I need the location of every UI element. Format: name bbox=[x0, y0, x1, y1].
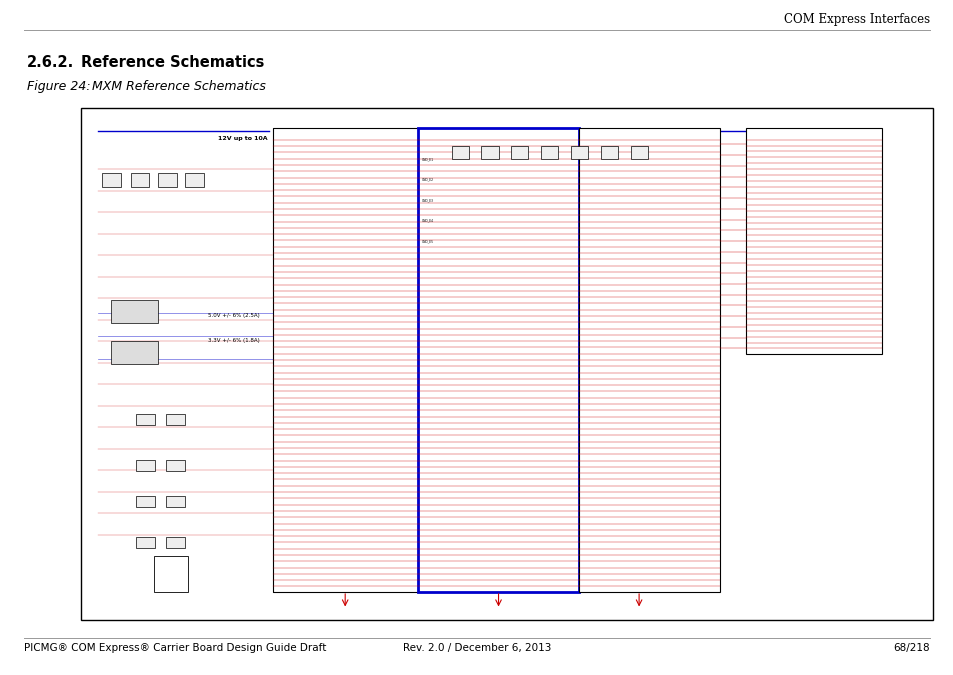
Text: GND_E2: GND_E2 bbox=[421, 178, 434, 182]
Text: GND_E3: GND_E3 bbox=[421, 198, 434, 202]
Bar bbox=[153, 556, 188, 591]
Bar bbox=[273, 128, 417, 591]
Bar bbox=[451, 146, 468, 159]
Text: 12V up to 10A: 12V up to 10A bbox=[218, 136, 268, 141]
Bar bbox=[511, 146, 528, 159]
Bar bbox=[630, 146, 647, 159]
Bar bbox=[111, 300, 157, 323]
Bar bbox=[166, 496, 185, 507]
Text: PICMG® COM Express® Carrier Board Design Guide Draft: PICMG® COM Express® Carrier Board Design… bbox=[24, 643, 326, 653]
Text: 3.3V +/- 6% (1.8A): 3.3V +/- 6% (1.8A) bbox=[208, 338, 260, 344]
Bar bbox=[157, 173, 176, 187]
Bar bbox=[136, 460, 155, 471]
Bar bbox=[136, 414, 155, 425]
Bar bbox=[600, 146, 618, 159]
Bar bbox=[166, 460, 185, 471]
Text: 68/218: 68/218 bbox=[893, 643, 929, 653]
Bar bbox=[166, 414, 185, 425]
Bar bbox=[102, 173, 121, 187]
Text: GND_E1: GND_E1 bbox=[421, 157, 434, 161]
Text: COM Express Interfaces: COM Express Interfaces bbox=[783, 13, 929, 26]
Text: Figure 24:: Figure 24: bbox=[27, 80, 91, 92]
Text: MXM Reference Schematics: MXM Reference Schematics bbox=[91, 80, 265, 92]
Text: GND_E4: GND_E4 bbox=[421, 219, 434, 223]
Bar bbox=[81, 108, 932, 620]
Bar bbox=[481, 146, 498, 159]
Text: Rev. 2.0 / December 6, 2013: Rev. 2.0 / December 6, 2013 bbox=[402, 643, 551, 653]
Bar bbox=[578, 128, 720, 591]
Bar bbox=[185, 173, 204, 187]
Bar bbox=[131, 173, 149, 187]
Text: Reference Schematics: Reference Schematics bbox=[81, 55, 264, 70]
Text: GND_E5: GND_E5 bbox=[421, 239, 434, 243]
Bar bbox=[111, 341, 157, 364]
Bar bbox=[570, 146, 587, 159]
Bar bbox=[417, 128, 578, 591]
Bar bbox=[540, 146, 558, 159]
Bar bbox=[136, 537, 155, 548]
Bar bbox=[166, 537, 185, 548]
Text: 2.6.2.: 2.6.2. bbox=[27, 55, 74, 70]
Text: 5.0V +/- 6% (2.5A): 5.0V +/- 6% (2.5A) bbox=[208, 313, 260, 318]
Bar bbox=[745, 128, 881, 354]
Bar bbox=[136, 496, 155, 507]
